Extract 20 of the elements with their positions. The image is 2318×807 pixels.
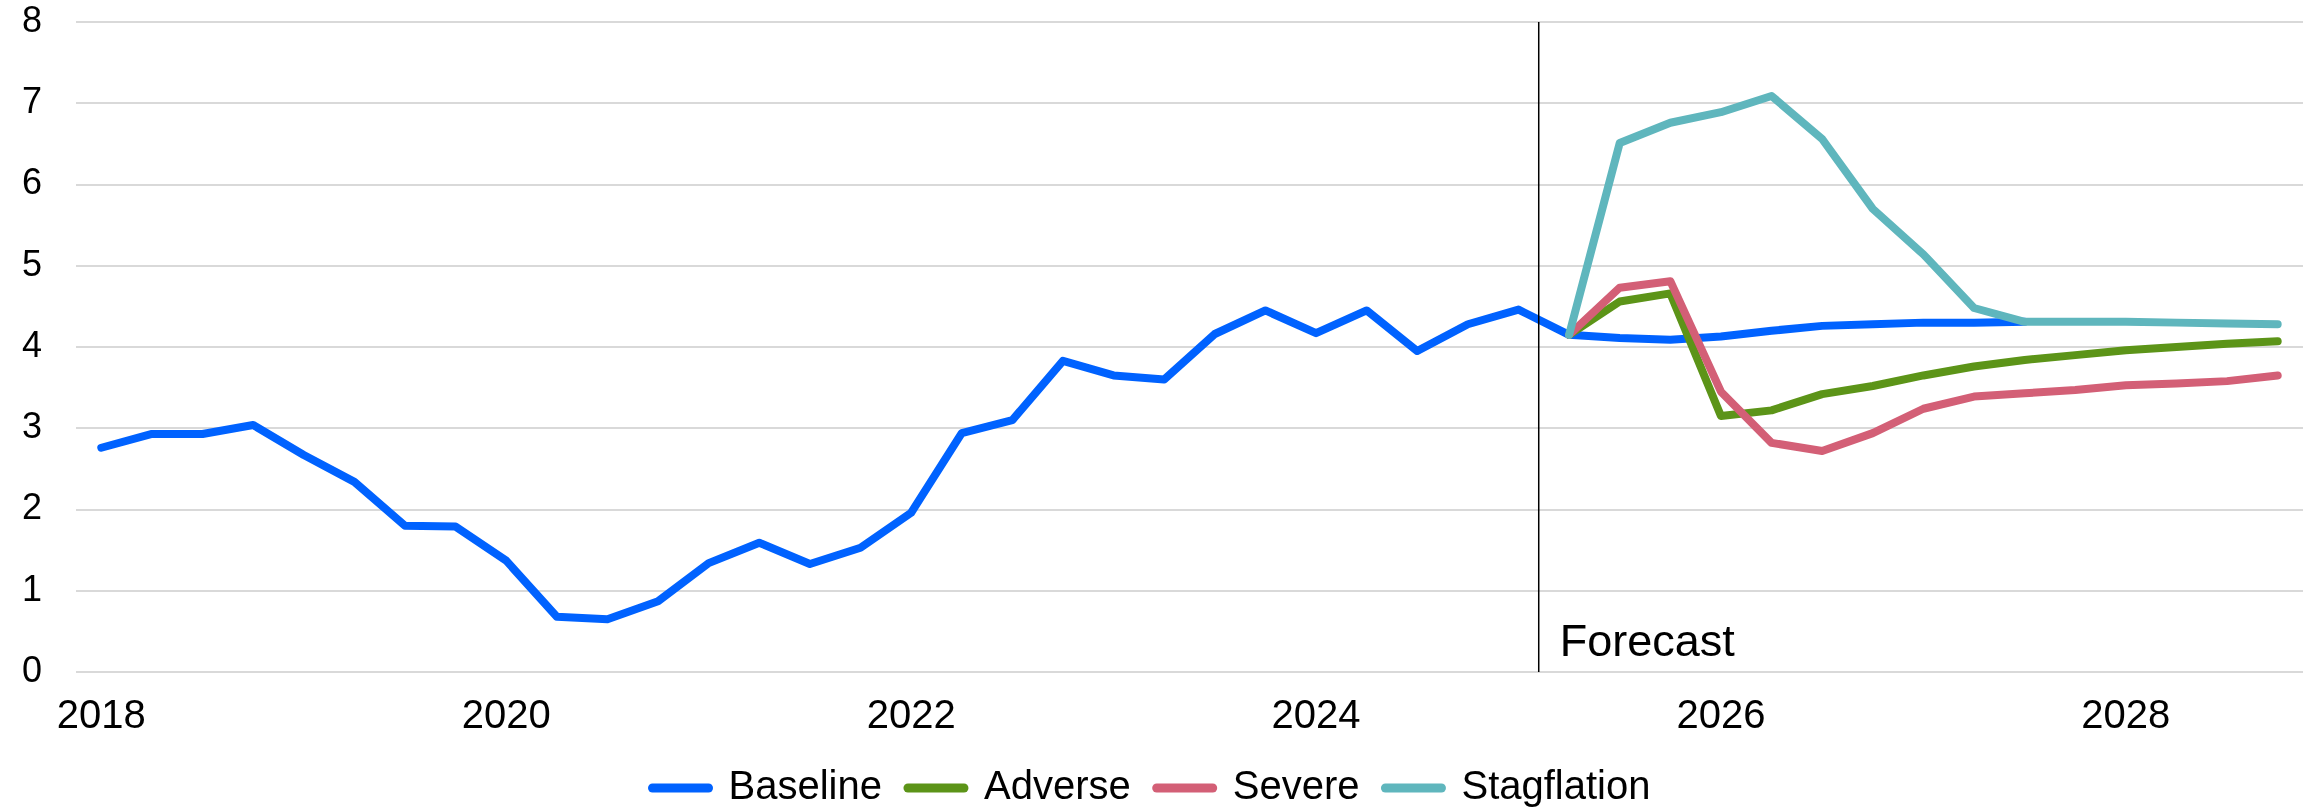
- x-tick-label: 2018: [56, 692, 146, 737]
- y-tick-label: 5: [21, 242, 42, 284]
- y-tick-label: 8: [21, 0, 42, 40]
- x-tick-label: 2020: [461, 692, 551, 737]
- x-tick-label: 2028: [2081, 692, 2171, 737]
- y-tick-label: 7: [21, 80, 42, 122]
- y-tick-label: 3: [21, 405, 42, 447]
- y-tick-label: 4: [21, 323, 42, 365]
- y-tick-label: 0: [21, 648, 42, 690]
- legend-label: Adverse: [983, 763, 1131, 807]
- y-tick-label: 2: [21, 486, 42, 528]
- x-tick-label: 2024: [1271, 692, 1361, 737]
- legend-label: Baseline: [728, 763, 882, 807]
- legend-label: Stagflation: [1461, 763, 1651, 807]
- y-tick-label: 1: [21, 567, 42, 609]
- ref-line-label: Forecast: [1559, 615, 1736, 666]
- x-tick-label: 2022: [866, 692, 956, 737]
- y-tick-label: 6: [21, 161, 42, 203]
- x-tick-label: 2026: [1676, 692, 1766, 737]
- legend-label: Severe: [1232, 763, 1360, 807]
